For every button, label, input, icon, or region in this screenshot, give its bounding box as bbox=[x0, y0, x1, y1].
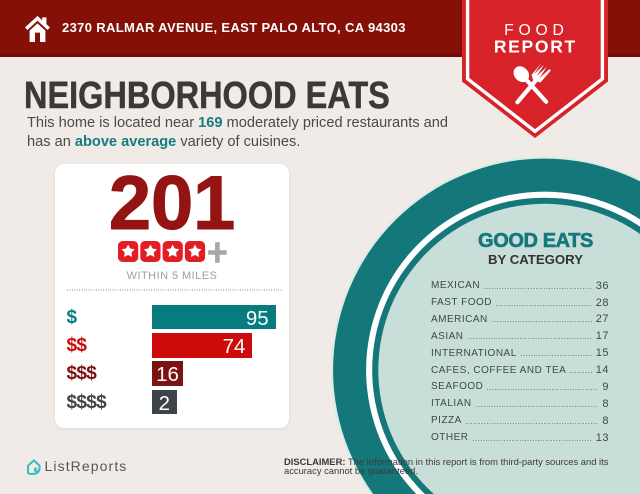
svg-text:FOOD: FOOD bbox=[504, 22, 569, 39]
svg-text:REPORT: REPORT bbox=[494, 37, 577, 57]
